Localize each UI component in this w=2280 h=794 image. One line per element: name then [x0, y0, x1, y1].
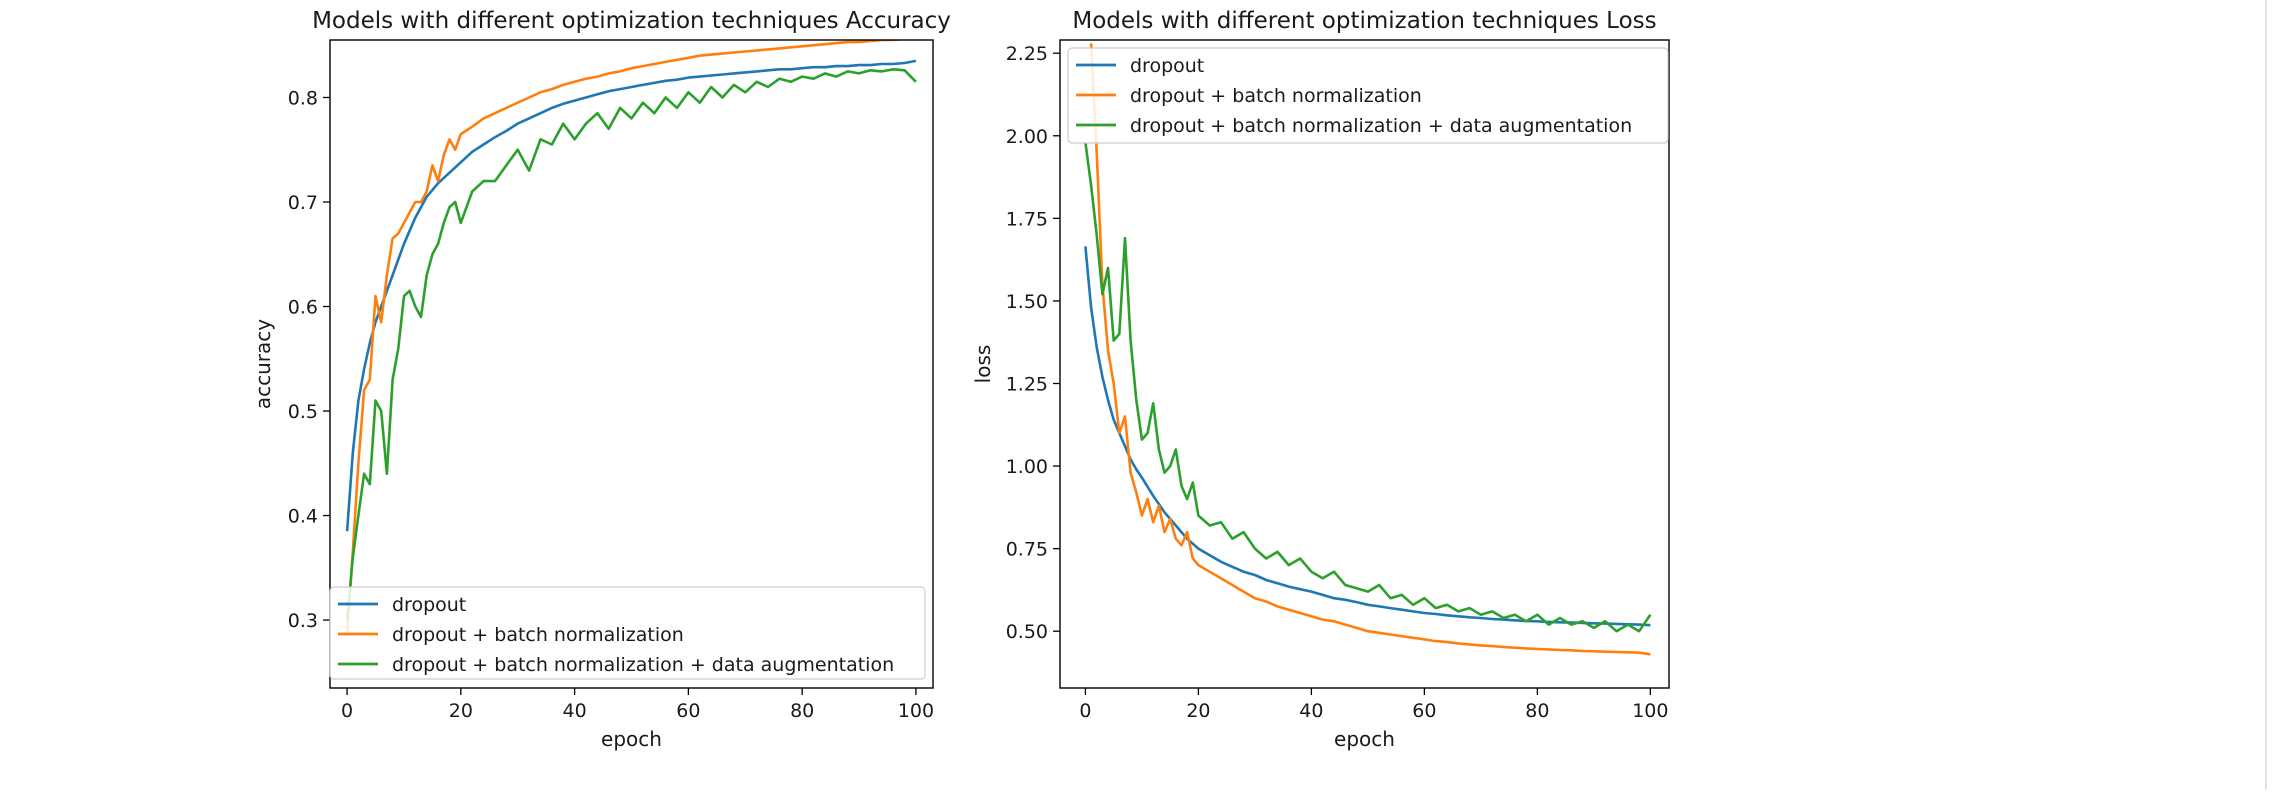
- series-line-1: [1089, 43, 1651, 656]
- x-tick-label: 40: [1299, 700, 1323, 722]
- y-tick-label: 0.8: [288, 87, 318, 109]
- x-tick-label: 20: [449, 700, 473, 722]
- scroll-edge-divider: [2265, 0, 2267, 790]
- series-line-0: [345, 59, 917, 532]
- series-line-2: [345, 68, 917, 621]
- legend-box: [329, 586, 926, 680]
- x-tick-label: 40: [563, 700, 587, 722]
- chart-0: Models with different optimization techn…: [251, 8, 951, 751]
- y-tick-label: 0.5: [288, 401, 318, 423]
- y-tick-label: 0.3: [288, 610, 318, 632]
- y-tick-label: 2.00: [1006, 126, 1048, 148]
- x-axis-label: epoch: [601, 727, 662, 751]
- x-tick-label: 80: [790, 700, 814, 722]
- chart-title: Models with different optimization techn…: [1072, 8, 1656, 34]
- y-tick-label: 1.00: [1006, 456, 1048, 478]
- legend-label-1: dropout + batch normalization: [1130, 85, 1422, 107]
- legend: dropout dropout + batch normalization drop…: [1067, 47, 1669, 144]
- x-tick-label: 100: [1632, 700, 1668, 722]
- legend: dropout dropout + batch normalization drop…: [329, 586, 926, 680]
- legend-label-1: dropout + batch normalization: [392, 624, 684, 646]
- x-tick-label: 80: [1525, 700, 1549, 722]
- y-tick-label: 0.6: [288, 297, 318, 319]
- x-tick-label: 60: [1412, 700, 1436, 722]
- legend-label-2: dropout + batch normalization + data aug…: [392, 654, 894, 676]
- legend-box: [1067, 47, 1669, 144]
- series-line-2: [1084, 142, 1652, 633]
- y-axis-label: loss: [971, 345, 995, 384]
- y-tick-label: 1.25: [1006, 373, 1048, 395]
- x-tick-label: 0: [341, 700, 353, 722]
- axes-frame: [1059, 39, 1670, 689]
- chart-1: Models with different optimization techn…: [971, 8, 1670, 751]
- y-tick-label: 1.75: [1006, 208, 1048, 230]
- series-line-1: [345, 40, 908, 636]
- chart-title: Models with different optimization techn…: [312, 8, 951, 34]
- legend-label-0: dropout: [392, 594, 466, 616]
- legend-label-0: dropout: [1130, 55, 1204, 77]
- y-tick-label: 1.50: [1006, 291, 1048, 313]
- y-tick-label: 0.7: [288, 192, 318, 214]
- axes-frame: [329, 39, 934, 689]
- y-tick-label: 0.4: [288, 506, 318, 528]
- y-axis-label: accuracy: [251, 319, 275, 409]
- x-tick-label: 100: [898, 700, 934, 722]
- x-axis-label: epoch: [1334, 727, 1395, 751]
- y-tick-label: 2.25: [1006, 43, 1048, 65]
- y-tick-label: 0.50: [1006, 621, 1048, 643]
- x-tick-label: 60: [676, 700, 700, 722]
- legend-label-2: dropout + batch normalization + data aug…: [1130, 115, 1632, 137]
- x-tick-label: 0: [1079, 700, 1091, 722]
- y-tick-label: 0.75: [1006, 539, 1048, 561]
- series-line-0: [1084, 246, 1651, 627]
- x-tick-label: 20: [1186, 700, 1210, 722]
